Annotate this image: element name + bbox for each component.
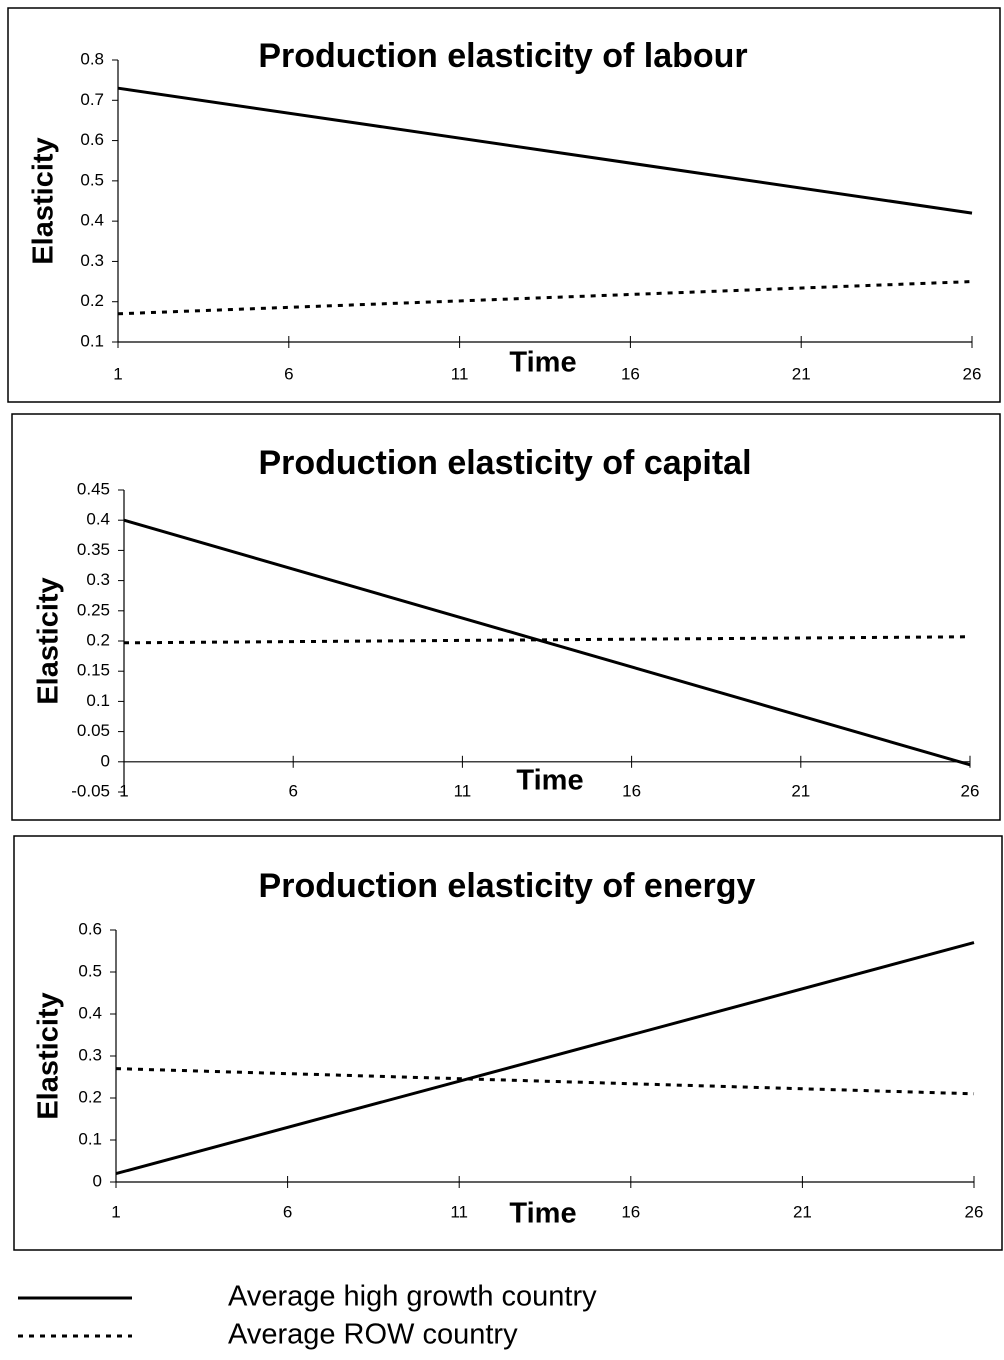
y-axis-title: Elasticity [33,992,65,1119]
y-tick-label: 0.4 [80,211,104,230]
y-tick-label: 0.45 [77,479,110,498]
x-axis-title: Time [509,347,576,379]
y-tick-label: 0.4 [86,510,110,529]
x-tick-label: 11 [454,781,472,800]
data-line [117,86,973,215]
y-tick-label: 0.35 [77,540,110,559]
chart-title: Production elasticity of energy [259,867,756,905]
y-tick-label: 0.8 [80,49,104,68]
x-tick-label: 6 [283,1202,292,1221]
x-tick-label: 26 [963,364,982,383]
x-tick-label: 26 [965,1202,984,1221]
y-tick-label: 0.25 [77,600,110,619]
data-line [123,635,971,645]
y-axis-title: Elasticity [28,137,60,264]
y-tick-label: 0.6 [80,130,104,149]
x-tick-label: 16 [621,364,640,383]
y-tick-label: 0.5 [78,961,102,980]
x-tick-label: 6 [284,364,293,383]
y-tick-label: 0.1 [86,691,110,710]
y-tick-label: 0.2 [78,1087,102,1106]
x-tick-label: 1 [111,1202,120,1221]
y-tick-label: 0.15 [77,661,110,680]
y-tick-label: -0.05 [71,781,110,800]
y-tick-label: 0.3 [78,1045,102,1064]
data-line [117,280,973,316]
x-tick-label: 11 [450,1202,468,1221]
chart-title: Production elasticity of capital [258,444,751,482]
x-tick-label: 21 [792,364,811,383]
data-line [115,1067,975,1096]
y-axis-title: Elasticity [33,577,65,704]
x-tick-label: 1 [119,781,128,800]
y-tick-label: 0.3 [80,251,104,270]
y-tick-label: 0.6 [78,919,102,938]
data-line [123,518,971,767]
x-axis-title: Time [509,1198,576,1230]
y-tick-label: 0.1 [78,1129,102,1148]
x-tick-label: 21 [791,781,810,800]
x-axis-title: Time [516,765,583,797]
y-tick-label: 0 [101,751,110,770]
x-tick-label: 21 [793,1202,812,1221]
legend-label: Average ROW country [228,1319,518,1351]
y-tick-label: 0.05 [77,721,110,740]
x-tick-label: 11 [451,364,469,383]
panel-frame [11,413,1001,821]
y-tick-label: 0 [93,1171,102,1190]
x-tick-label: 26 [961,781,980,800]
data-line [115,941,975,1176]
y-tick-label: 0.5 [80,170,104,189]
y-tick-label: 0.4 [78,1003,102,1022]
x-tick-label: 6 [288,781,297,800]
x-tick-label: 16 [622,781,641,800]
legend-label: Average high growth country [228,1281,597,1313]
y-tick-label: 0.7 [80,90,104,109]
x-tick-label: 1 [113,364,122,383]
y-tick-label: 0.2 [80,291,104,310]
y-tick-label: 0.3 [86,570,110,589]
panel-frame [13,835,1003,1251]
y-tick-label: 0.2 [86,630,110,649]
y-tick-label: 0.1 [80,331,104,350]
panel-frame [7,7,1001,403]
x-tick-label: 16 [621,1202,640,1221]
chart-title: Production elasticity of labour [258,37,747,75]
